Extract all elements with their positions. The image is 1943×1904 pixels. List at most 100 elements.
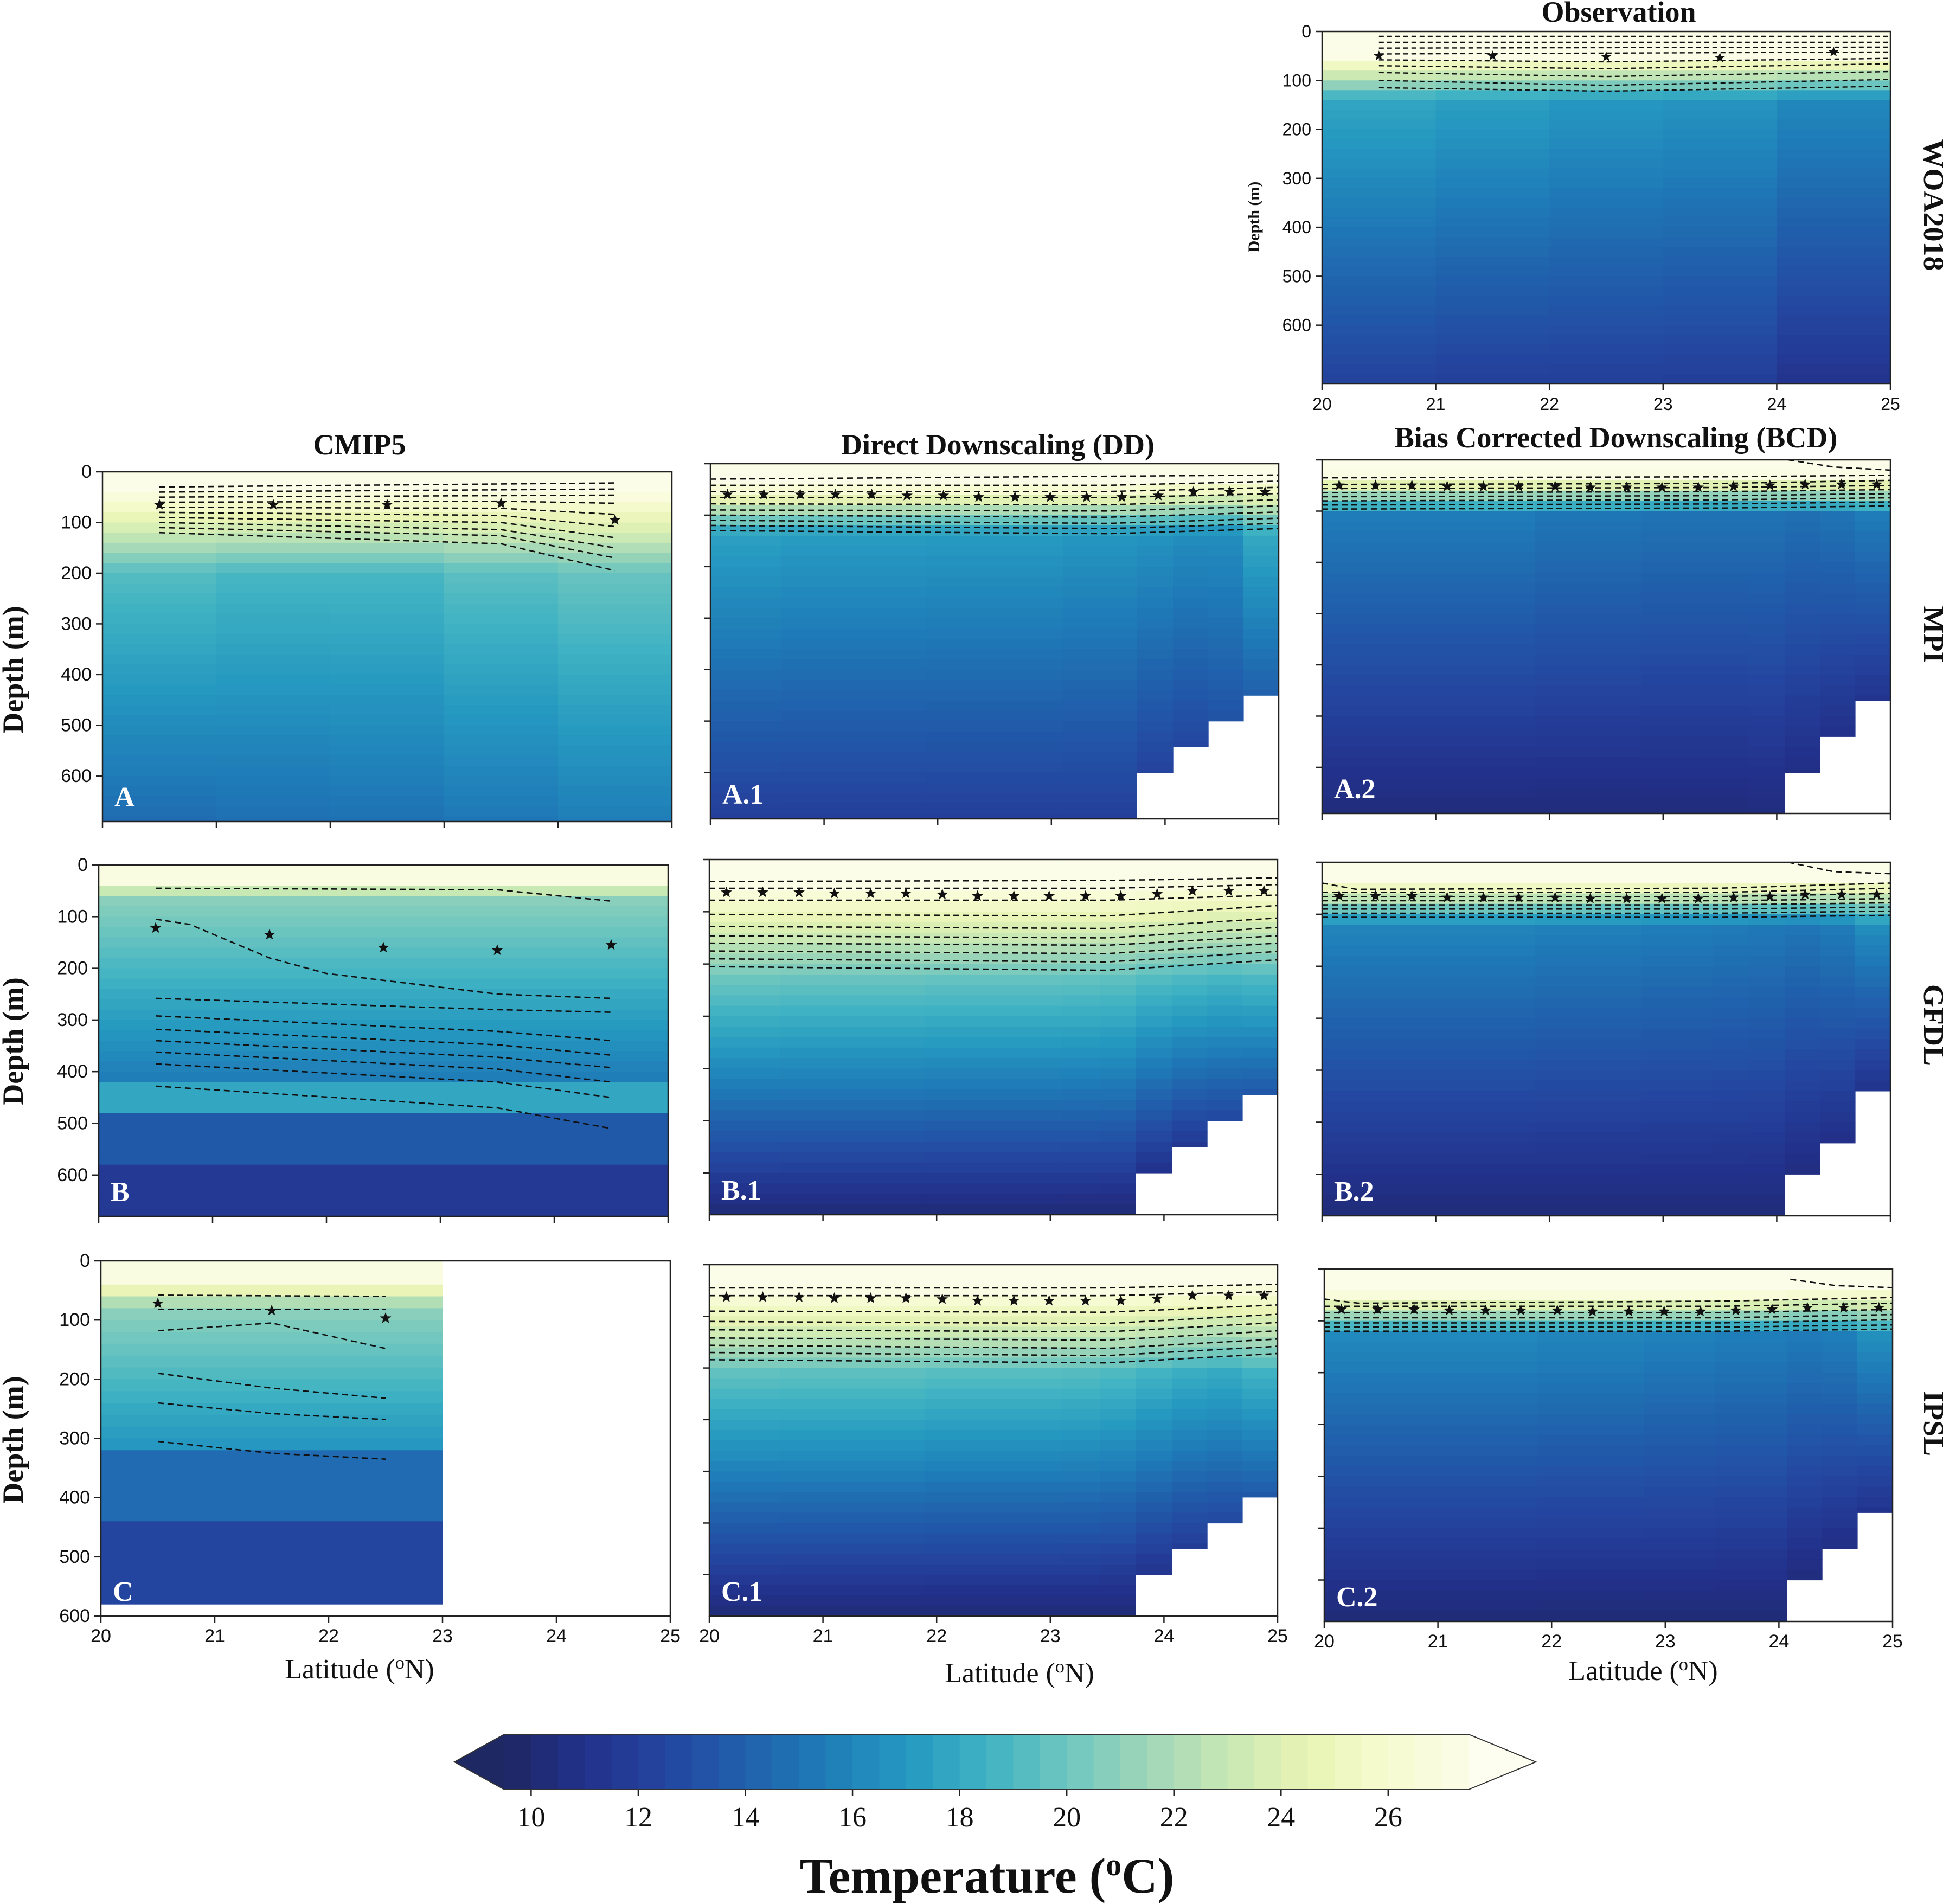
heatmap-cell <box>1641 1112 1714 1123</box>
heatmap-cell <box>102 583 217 594</box>
heatmap-cell <box>1663 276 1777 287</box>
heatmap-cell <box>1715 1393 1751 1405</box>
heatmap-cell <box>1715 1611 1751 1622</box>
heatmap-cell <box>1100 1120 1136 1132</box>
heatmap-cell <box>558 766 672 777</box>
heatmap-cell <box>1663 374 1777 384</box>
heatmap-cell <box>330 725 445 736</box>
heatmap-cell <box>925 1388 1062 1400</box>
heatmap-cell <box>1101 525 1137 536</box>
heatmap-cell <box>1322 480 1535 491</box>
heatmap-cell <box>215 1379 329 1392</box>
heatmap-cell <box>1713 987 1749 998</box>
colorbar-step <box>1067 1734 1094 1790</box>
heatmap-cell <box>1535 1112 1642 1123</box>
heatmap-cell <box>1787 1351 1823 1363</box>
heatmap-cell <box>925 943 1062 954</box>
heatmap-cell <box>1173 649 1209 660</box>
heatmap-cell <box>709 1027 780 1038</box>
mld-star-marker <box>150 922 162 933</box>
heatmap-cell <box>1535 736 1642 747</box>
heatmap-cell <box>1324 1507 1537 1518</box>
heatmap-cell <box>1820 531 1856 542</box>
heatmap-cell <box>215 1462 329 1475</box>
mld-star-marker <box>829 1292 840 1303</box>
mld-star-marker <box>1081 491 1093 502</box>
heatmap-cell <box>780 1275 926 1286</box>
heatmap-cell <box>1857 1476 1893 1488</box>
heatmap-cell <box>1208 659 1244 670</box>
heatmap-cell <box>1061 912 1101 923</box>
heatmap-cell <box>1100 1378 1136 1389</box>
heatmap-cell <box>329 1272 443 1285</box>
heatmap-cell <box>1663 188 1777 198</box>
heatmap-cell <box>780 1306 926 1317</box>
heatmap-cell <box>1537 1549 1644 1560</box>
heatmap-cell <box>1324 1424 1537 1435</box>
heatmap-cell <box>1641 966 1714 977</box>
contour-line <box>1322 475 1891 479</box>
contour-line <box>710 480 1279 486</box>
contour-line <box>1378 51 1891 55</box>
heatmap-cell <box>1322 178 1437 189</box>
heatmap-cell <box>1100 1554 1136 1565</box>
panel-label: C <box>113 1576 133 1607</box>
heatmap-cell <box>1785 767 1820 773</box>
heatmap-cell <box>1715 1445 1751 1456</box>
heatmap-cell <box>1322 257 1437 267</box>
heatmap-cell <box>710 607 781 619</box>
heatmap-cell <box>1750 1414 1787 1425</box>
heatmap-cell <box>1242 1461 1278 1472</box>
heatmap-cell <box>925 1316 1062 1327</box>
heatmap-cell <box>1750 1351 1787 1363</box>
heatmap-cell <box>1820 613 1856 624</box>
row-label-mpi: MPI <box>1918 606 1943 663</box>
heatmap-cell <box>1062 710 1102 722</box>
heatmap-cell <box>1324 1559 1537 1570</box>
heatmap-cell <box>1535 945 1642 957</box>
heatmap-cell <box>780 953 926 965</box>
heatmap-cell <box>1715 1300 1751 1311</box>
contour-line <box>1324 1328 1893 1332</box>
heatmap-cell <box>709 1419 780 1431</box>
heatmap-cell <box>925 870 1062 881</box>
y-tick-label: 500 <box>59 1547 90 1567</box>
heatmap-cell <box>1820 603 1856 614</box>
heatmap-cell <box>1324 1351 1537 1363</box>
heatmap-cell <box>1322 542 1535 553</box>
heatmap-cell <box>1322 158 1437 169</box>
heatmap-cell <box>1101 669 1137 681</box>
heatmap-cell <box>1208 556 1244 567</box>
heatmap-cell <box>1822 1269 1858 1280</box>
contour-line <box>1322 897 1891 902</box>
heatmap-cell <box>1322 966 1535 977</box>
heatmap-cell <box>1535 1143 1642 1154</box>
heatmap-cell <box>1748 976 1785 988</box>
heatmap-cell <box>925 1068 1062 1080</box>
xlabel-sup: o <box>395 1653 405 1673</box>
heatmap-cell <box>102 604 217 614</box>
heatmap-cell <box>780 1285 926 1296</box>
contour-line <box>709 877 1278 882</box>
heatmap-cell <box>444 533 559 543</box>
heatmap-cell <box>1061 1016 1101 1027</box>
heatmap-cell <box>1172 922 1208 933</box>
heatmap-cell <box>926 772 1063 784</box>
heatmap-cell <box>216 604 331 614</box>
heatmap-cell <box>1101 607 1137 619</box>
heatmap-cell <box>780 922 926 933</box>
mld-star-marker <box>381 498 393 510</box>
heatmap-cell <box>1322 893 1535 905</box>
heatmap-cell <box>709 1585 780 1596</box>
heatmap-cell <box>1322 129 1437 140</box>
heatmap-cell <box>444 725 559 736</box>
heatmap-cell <box>213 1082 327 1093</box>
heatmap-cell <box>1100 1595 1136 1606</box>
heatmap-cell <box>1243 546 1279 557</box>
heatmap-cell <box>554 1041 669 1052</box>
heatmap-cell <box>1857 1362 1893 1373</box>
axes-frame <box>1323 1268 1894 1623</box>
contour-line <box>709 1283 1278 1289</box>
contour-line <box>159 494 615 498</box>
